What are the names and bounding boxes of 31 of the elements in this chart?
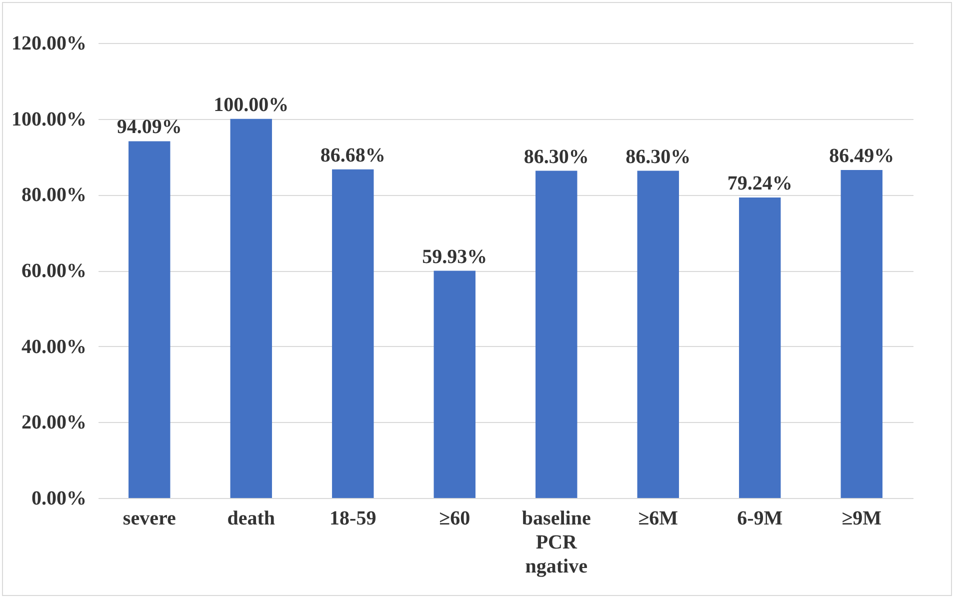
bar — [840, 170, 882, 498]
data-label: 86.68% — [320, 144, 386, 166]
data-label: 79.24% — [727, 172, 792, 195]
data-label: 86.30% — [524, 146, 589, 168]
y-tick-label: 60.00% — [22, 260, 86, 282]
y-tick-label: 20.00% — [22, 412, 86, 434]
x-tick-label: ≥9M — [842, 508, 882, 530]
bar — [637, 170, 679, 498]
bar — [434, 270, 476, 498]
x-tick-label: 18-59 — [330, 508, 376, 530]
data-label: 100.00% — [214, 94, 289, 116]
x-tick-label: baseline PCR ngative — [522, 508, 591, 578]
data-label: 94.09% — [116, 116, 182, 138]
x-tick-label: ≥6M — [638, 508, 678, 530]
bar — [536, 170, 578, 498]
data-label: 86.49% — [829, 145, 894, 168]
data-label: 86.30% — [626, 146, 691, 168]
bar — [128, 141, 170, 498]
bar — [332, 169, 374, 498]
x-tick-label: severe — [122, 508, 176, 530]
data-label: 59.93% — [422, 246, 488, 268]
x-tick-label: death — [227, 508, 276, 530]
y-tick-label: 100.00% — [12, 108, 86, 130]
x-tick-label: ≥60 — [439, 508, 470, 530]
x-tick-label: 6-9M — [737, 508, 783, 530]
bar — [739, 198, 781, 498]
y-tick-label: 120.00% — [12, 32, 86, 54]
bar — [230, 118, 272, 498]
y-tick-label: 80.00% — [22, 184, 86, 206]
y-tick-label: 40.00% — [22, 336, 86, 358]
y-tick-label: 0.00% — [32, 488, 86, 510]
